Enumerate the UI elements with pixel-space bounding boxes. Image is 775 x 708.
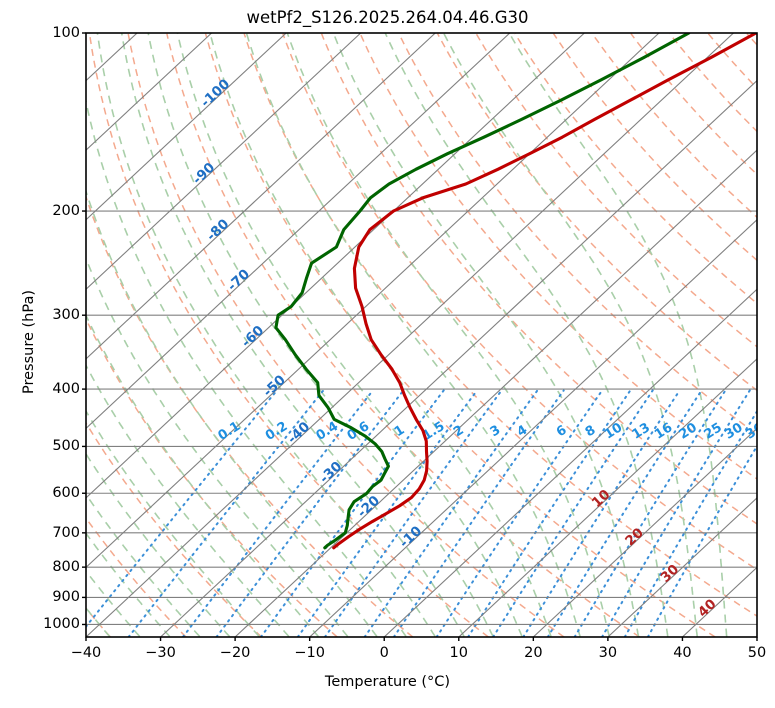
- x-tick-label: −10: [294, 645, 325, 661]
- y-tick-label: 500: [52, 438, 80, 455]
- mixing-ratio-label: 0.4: [314, 419, 341, 444]
- grid-lines: [86, 33, 757, 637]
- x-tick-label: 30: [598, 645, 618, 661]
- isotherm-label: -10: [396, 523, 425, 551]
- isotherm-label: -70: [224, 266, 253, 294]
- y-tick-label: 800: [52, 559, 80, 576]
- mixing-ratio-label: 13: [630, 420, 653, 442]
- x-axis-ticklabels: −40 −30 −20 −10 0 10 20 30 40 50: [0, 645, 775, 671]
- x-tick-label: 20: [524, 645, 543, 661]
- lcl-marker: [762, 441, 773, 452]
- isotherm-label: 30: [658, 561, 683, 586]
- mixing-ratio-label: 3: [488, 423, 504, 441]
- mixing-ratio-label: 16: [652, 420, 675, 442]
- isotherm-label: -60: [239, 323, 268, 351]
- y-tick-label: 400: [52, 381, 80, 398]
- x-tick-label: 50: [747, 645, 767, 661]
- y-tick-label: 900: [52, 589, 80, 606]
- y-tick-label: 700: [52, 524, 80, 541]
- isotherm-label: -80: [204, 216, 233, 244]
- sounding-curves: [274, 33, 773, 550]
- x-tick-label: −20: [219, 645, 251, 661]
- isotherm-label: -50: [260, 372, 289, 400]
- y-tick-label: 100: [52, 25, 80, 41]
- isotherm-label: 10: [589, 487, 614, 512]
- isotherm-label: -30: [317, 458, 346, 486]
- y-tick-label: 200: [52, 203, 80, 220]
- x-axis-label: Temperature (°C): [324, 674, 451, 690]
- mixing-ratio-label: 20: [677, 420, 700, 442]
- mixing-ratio-label: 1: [392, 423, 408, 441]
- mixing-ratio-label: 8: [583, 423, 599, 441]
- mixing-ratio-label: 36: [743, 420, 766, 442]
- x-tick-label: 10: [449, 645, 468, 661]
- isotherm-label: -90: [190, 160, 219, 188]
- x-tick-label: −30: [145, 645, 176, 661]
- x-tick-label: −40: [70, 645, 102, 661]
- mixing-ratio-label: 4: [515, 423, 531, 441]
- sounding-curve: [332, 33, 757, 550]
- mixing-ratio-label: 6: [554, 423, 570, 441]
- mixing-ratio-label: 0.1: [216, 419, 243, 444]
- y-tick-label: 300: [52, 307, 80, 324]
- y-axis-ticklabels: 100 200 300 400 500 600 700 800 900 1000: [14, 0, 80, 708]
- mixing-ratio-label: 2: [451, 423, 467, 441]
- isotherm-label: 20: [622, 525, 647, 550]
- x-tick-label: 40: [673, 645, 692, 661]
- isotherm-label: -40: [284, 419, 313, 447]
- sounding-curve: [274, 33, 691, 550]
- mixing-ratio-label: 10: [602, 420, 625, 442]
- isotherm-label: 40: [695, 596, 720, 621]
- x-tick-label: 0: [379, 645, 389, 661]
- y-tick-label: 1000: [43, 616, 80, 633]
- plot-border: [85, 32, 758, 638]
- axis-frame: [82, 32, 758, 641]
- y-tick-label: 600: [52, 485, 80, 502]
- page-title: wetPf2_S126.2025.264.04.46.G30: [246, 8, 529, 27]
- mixing-ratio-label: 0.2: [263, 419, 290, 444]
